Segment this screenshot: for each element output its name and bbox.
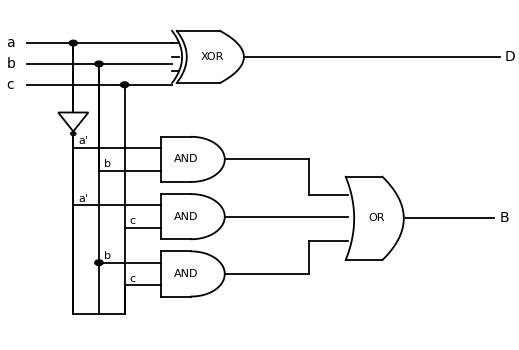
Polygon shape: [160, 194, 225, 239]
Text: OR: OR: [368, 214, 385, 223]
Polygon shape: [177, 31, 244, 83]
Circle shape: [95, 260, 103, 265]
Polygon shape: [160, 137, 225, 182]
Text: a': a': [78, 194, 88, 204]
Text: B: B: [499, 211, 509, 225]
Text: AND: AND: [174, 154, 198, 164]
Text: a: a: [7, 36, 15, 50]
Text: XOR: XOR: [200, 52, 224, 62]
Text: b: b: [104, 251, 111, 261]
Text: c: c: [130, 273, 136, 284]
Text: c: c: [130, 216, 136, 226]
Text: a': a': [78, 136, 88, 146]
Text: AND: AND: [174, 269, 198, 279]
Text: c: c: [7, 78, 14, 92]
Circle shape: [120, 82, 129, 88]
Circle shape: [95, 61, 103, 66]
Text: D: D: [504, 50, 515, 64]
Circle shape: [71, 132, 76, 135]
Text: b: b: [104, 159, 111, 169]
Polygon shape: [346, 177, 404, 260]
Circle shape: [69, 40, 77, 46]
Polygon shape: [58, 112, 88, 132]
Text: b: b: [7, 57, 16, 71]
Polygon shape: [160, 251, 225, 296]
Text: AND: AND: [174, 212, 198, 222]
